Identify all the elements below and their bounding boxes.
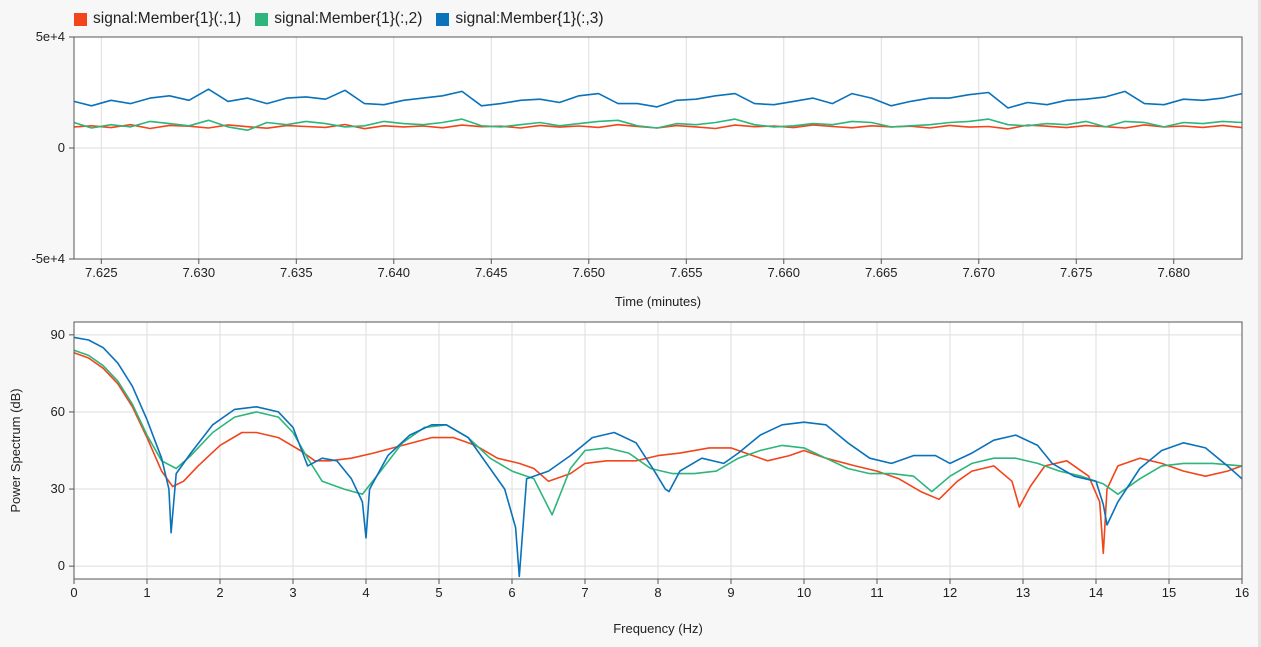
- x-tick-label: 7.640: [378, 265, 411, 280]
- x-tick-label: 7.645: [475, 265, 508, 280]
- x-tick-label: 15: [1162, 585, 1176, 600]
- series-line-2[interactable]: [73, 349, 1243, 516]
- spectrum-chart[interactable]: 0 1 2 3 4 5 6 7 8 9 10 11 12 13 14 15 160306090Frequency…: [8, 321, 1249, 636]
- series-line-3[interactable]: [73, 336, 1243, 578]
- time-domain-chart[interactable]: 7.625 7.630 7.635 7.640 7.645 7.650 7.655 7.660…: [31, 29, 1243, 309]
- legend-label: signal:Member{1}(:,3): [455, 10, 604, 27]
- legend-swatch-icon: [255, 12, 269, 26]
- y-tick-label: 0: [58, 140, 65, 155]
- x-tick-label: 8: [654, 585, 661, 600]
- x-tick-label: 7.665: [865, 265, 898, 280]
- legend-label: signal:Member{1}(:,2): [274, 10, 423, 27]
- y-tick-label: 30: [51, 481, 65, 496]
- legend: signal:Member{1}(:,1) signal:Member{1}(:…: [74, 8, 618, 30]
- legend-item-series2[interactable]: signal:Member{1}(:,2): [255, 10, 422, 28]
- x-tick-label: 1: [143, 585, 150, 600]
- legend-item-series1[interactable]: signal:Member{1}(:,1): [74, 10, 241, 28]
- x-tick-label: 10: [797, 585, 811, 600]
- y-tick-label: 60: [51, 404, 65, 419]
- x-tick-label: 16: [1235, 585, 1249, 600]
- x-tick-label: 12: [943, 585, 957, 600]
- y-axis-label: Power Spectrum (dB): [8, 388, 23, 512]
- x-tick-label: 7.655: [670, 265, 703, 280]
- legend-swatch-icon: [436, 12, 450, 26]
- x-tick-label: 11: [870, 585, 884, 600]
- y-tick-label: 0: [58, 558, 65, 573]
- x-tick-label: 13: [1016, 585, 1030, 600]
- x-tick-label: 7.625: [85, 265, 118, 280]
- x-axis-label: Frequency (Hz): [613, 621, 703, 636]
- x-tick-label: 7.630: [183, 265, 216, 280]
- x-tick-label: 9: [727, 585, 734, 600]
- x-tick-label: 0: [70, 585, 77, 600]
- x-tick-label: 4: [362, 585, 369, 600]
- x-tick-label: 2: [216, 585, 223, 600]
- x-tick-label: 7.650: [573, 265, 606, 280]
- legend-item-series3[interactable]: signal:Member{1}(:,3): [436, 10, 604, 28]
- x-tick-label: 5: [435, 585, 442, 600]
- y-tick-label: 5e+4: [36, 29, 65, 44]
- legend-label: signal:Member{1}(:,1): [93, 10, 242, 27]
- legend-swatch-icon: [74, 12, 87, 26]
- x-tick-label: 7.635: [280, 265, 313, 280]
- x-tick-label: 7: [581, 585, 588, 600]
- x-tick-label: 3: [289, 585, 296, 600]
- series-line-3[interactable]: [73, 88, 1243, 109]
- x-axis-label: Time (minutes): [615, 294, 701, 309]
- series-line-1[interactable]: [73, 352, 1243, 555]
- x-tick-label: 7.670: [962, 265, 995, 280]
- x-tick-label: 7.680: [1157, 265, 1190, 280]
- series-line-2[interactable]: [73, 118, 1243, 131]
- vertical-scrollbar[interactable]: [1258, 0, 1261, 647]
- y-tick-label: -5e+4: [31, 251, 65, 266]
- x-tick-label: 7.660: [767, 265, 800, 280]
- x-tick-label: 14: [1089, 585, 1103, 600]
- x-tick-label: 6: [508, 585, 515, 600]
- y-tick-label: 90: [51, 327, 65, 342]
- x-tick-label: 7.675: [1060, 265, 1093, 280]
